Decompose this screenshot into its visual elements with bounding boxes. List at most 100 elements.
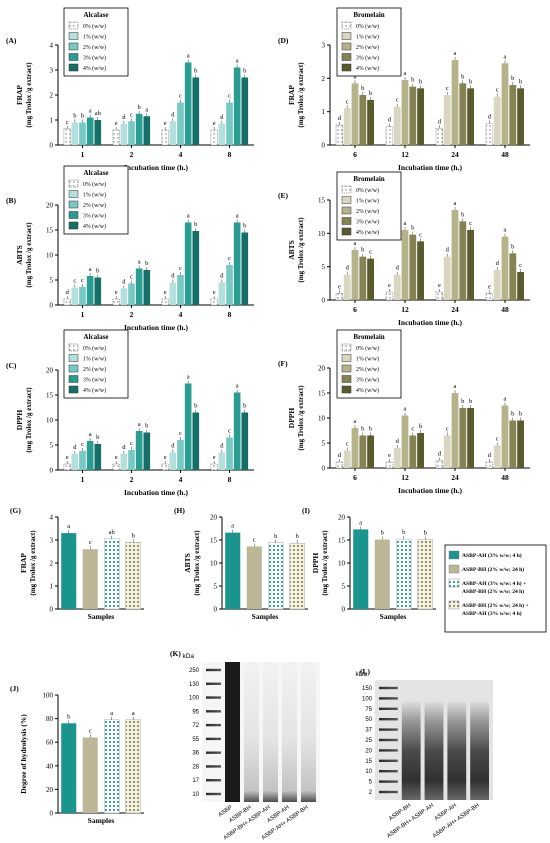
chart-d-sig-letter: d [388,117,392,124]
chart-e-y-label-unit: (mg Trolox /g extract) [297,217,305,283]
chart-a-y-tick-label: 4 [50,42,54,50]
gel-k-lane [282,662,297,802]
chart-e-sig-letter: e [338,283,341,290]
chart-i-y-tick-label: 20 [338,514,346,522]
samples-legend-swatch [448,578,460,588]
chart-d-bar [367,100,374,145]
chart-b-x-tick-label: 8 [228,310,232,319]
chart-g-y-tick-label: 4 [50,514,54,522]
chart-j-y-tick-label: 60 [46,739,54,747]
chart-d-sig-letter: b [469,78,472,85]
chart-e-bar [359,256,367,300]
samples-legend-label: ASBP-AH (3% w/w; 4 h) [462,552,522,559]
chart-f-bar [417,433,424,468]
chart-c-bar [112,463,120,471]
chart-b-bar [184,222,192,305]
chart-b-bar [94,277,102,305]
chart-b-sig-letter: a [89,266,92,273]
samples-legend-swatch [448,564,460,574]
chart-g: (G) FRAP (mg Trolox /g extract) 0 1 2 3 4 a c ab b S… [10,506,144,621]
gel-k: (K) kDa25013010095725536281710ASBPASBP-BH… [170,649,320,842]
chart-b-legend-label: 4% (w/w) [83,223,106,230]
chart-b-legend-label: 1% (w/w) [83,192,106,199]
gel-k-unit: kDa [182,653,194,660]
chart-f-bar [451,393,459,468]
chart-f-sig-letter: a [504,396,507,403]
chart-f-sig-letter: b [369,426,372,433]
chart-c-y-tick-label: 15 [46,392,54,400]
chart-e-legend-swatch [341,217,352,225]
chart-a-legend-label: 1% (w/w) [83,34,106,41]
chart-d-panel-label: (D) [278,36,289,45]
chart-c-sig-letter: c [130,440,133,447]
gel-k-marker-label: 55 [192,737,199,743]
chart-b-bar [63,298,71,306]
chart-c-y-label: DPPH [15,410,24,431]
chart-f-sig-letter: b [461,398,464,405]
chart-d-bar [417,88,424,145]
chart-h-y-label-unit: (mg Trolox /g extract) [193,530,201,596]
chart-b-bar [135,268,143,305]
chart-b-sig-letter: a [236,213,239,220]
chart-a-x-tick-label: 1 [81,150,85,159]
chart-b-y-label-unit: (mg Trolox /g extract) [25,222,33,288]
chart-c-bar [128,450,135,470]
chart-b-bar [218,282,226,305]
chart-d-bar [501,63,509,146]
chart-c-sig-letter: c [228,428,231,435]
chart-f-sig-letter: b [361,426,364,433]
chart-j-bar [104,719,120,814]
samples-legend-box [444,544,547,633]
chart-h-bar [289,543,305,610]
chart-c-legend-label: 1% (w/w) [83,356,106,363]
chart-d-y-label-unit: (mg Trolox /g extract) [297,62,305,128]
chart-j-y-label: Degree of hydrolysis (%) [19,714,28,794]
gel-l-lane [447,701,467,800]
chart-a-sig-letter: c [228,93,231,100]
chart-d-sig-letter: b [419,78,422,85]
chart-d-sig-letter: d [338,115,342,122]
chart-f-sig-letter: c [446,426,449,433]
chart-d-y-tick-label: 1 [322,108,326,116]
chart-f-y-tick-label: 0 [322,465,326,473]
chart-d-bar [401,80,409,145]
chart-f-sig-letter: c [346,441,349,448]
chart-b-legend-swatch [68,211,79,219]
chart-d-legend-swatch [341,63,352,72]
chart-a-sig-letter: a [89,108,92,115]
chart-e-bar [517,272,524,300]
chart-j-y-tick-label: 20 [46,786,54,794]
chart-a-legend-swatch [68,32,79,40]
chart-f-bar [359,435,367,468]
chart-c-bar [177,440,184,470]
chart-a-y-tick-label: 1 [50,117,54,125]
chart-c-x-tick-label: 8 [228,475,232,484]
chart-b-legend-swatch [68,200,79,209]
chart-d-bar [385,126,394,146]
chart-a-panel-label: (A) [6,36,17,45]
chart-e-bar [401,230,409,300]
chart-f-legend-swatch [341,385,352,394]
chart-e-sig-letter: c [369,249,372,256]
chart-a-bar [94,120,102,145]
chart-e-x-label: Incubation time (h.) [398,318,462,327]
chart-e-legend-swatch [341,185,352,194]
chart-h-y-tick-label: 20 [210,514,218,522]
chart-c-bar [94,444,102,470]
chart-a-sig-letter: a [236,58,239,65]
chart-d-sig-letter: a [504,53,507,60]
chart-b-sig-letter: e [164,289,167,296]
chart-f-y-label-unit: (mg Trolox /g extract) [297,385,305,451]
chart-f-legend-swatch [341,354,352,362]
chart-b-sig-letter: b [145,260,148,267]
gel-k-ladder-band [206,668,221,672]
samples-legend: ASBP-AH (3% w/w; 4 h)ASBP-BH (2% w/w; 24… [444,544,547,633]
chart-c-legend-label: 3% (w/w) [83,377,106,384]
chart-e-sig-letter: e [438,282,441,289]
chart-i: (I) DPPH (mg Trolox /g extract) 0 5 10 15 20 a b b… [302,506,436,621]
chart-b-sig-letter: c [179,265,182,272]
chart-h-panel-label: (H) [174,506,185,515]
chart-b-y-tick-label: 0 [50,302,54,310]
